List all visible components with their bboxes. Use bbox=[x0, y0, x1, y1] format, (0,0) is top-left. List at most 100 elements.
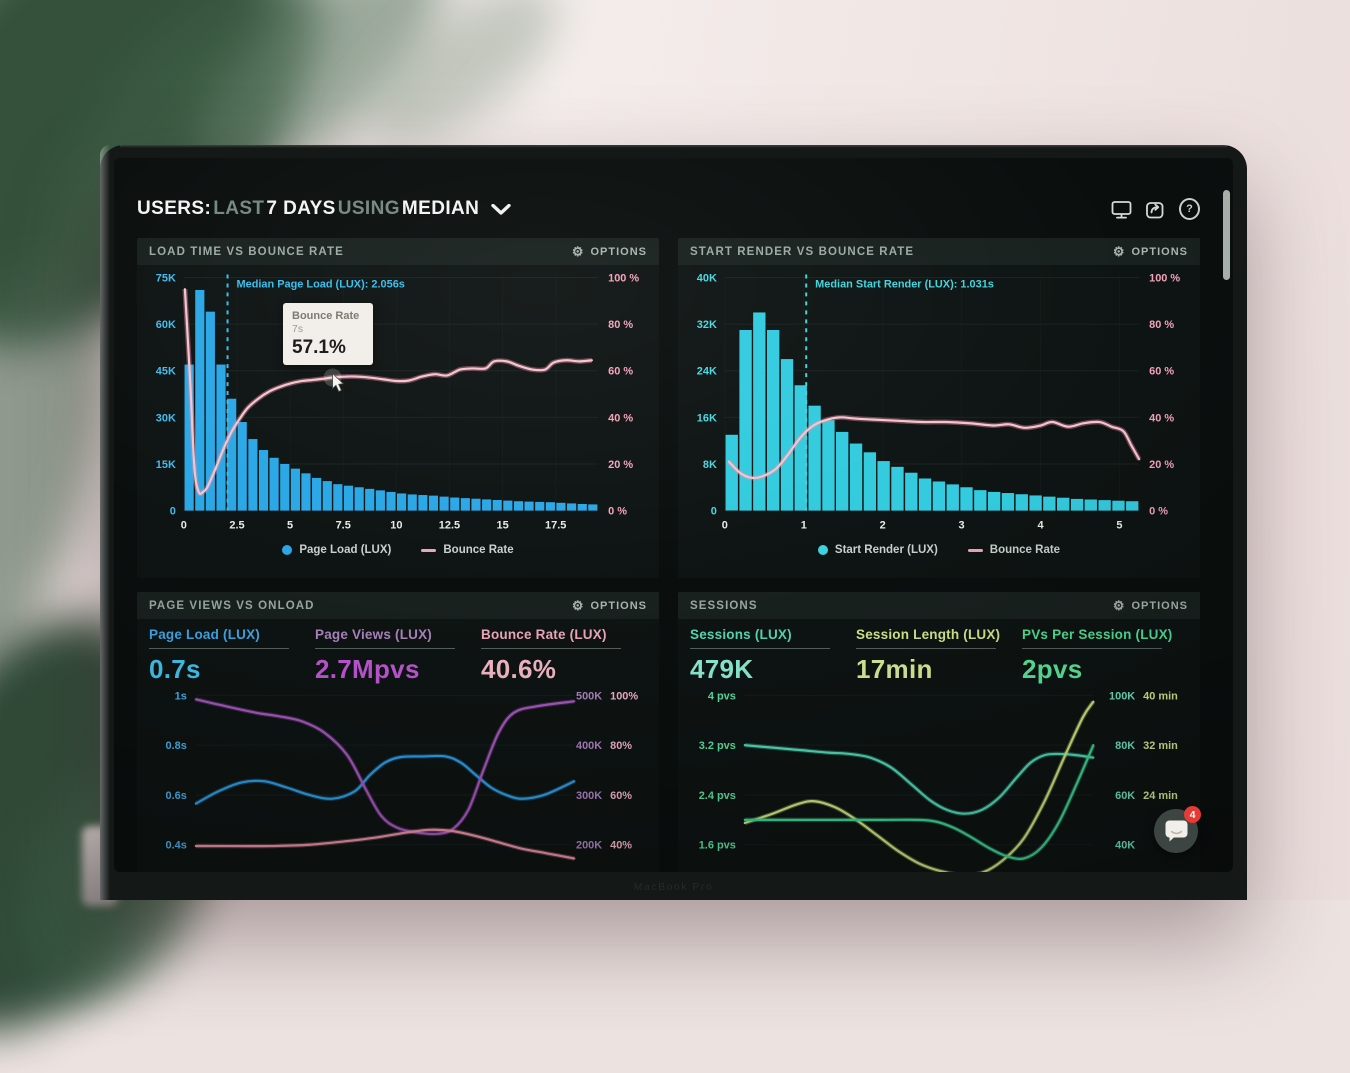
svg-text:3.2 pvs: 3.2 pvs bbox=[699, 740, 736, 752]
svg-text:4 pvs: 4 pvs bbox=[708, 691, 736, 703]
legend-label: Start Render (LUX) bbox=[835, 544, 938, 556]
legend-label: Bounce Rate bbox=[443, 544, 513, 556]
svg-text:2.5: 2.5 bbox=[229, 520, 244, 532]
svg-text:32K: 32K bbox=[697, 319, 717, 331]
svg-text:2: 2 bbox=[880, 520, 886, 532]
svg-text:80K: 80K bbox=[1115, 740, 1135, 752]
svg-text:40 min: 40 min bbox=[1143, 691, 1178, 703]
panel-title: SESSIONS bbox=[690, 600, 758, 612]
metric-value: 479K bbox=[690, 656, 856, 683]
svg-text:8K: 8K bbox=[703, 459, 717, 471]
svg-text:Median Start Render (LUX): 1.0: Median Start Render (LUX): 1.031s bbox=[815, 278, 994, 290]
metric-value: 40.6% bbox=[481, 656, 647, 683]
svg-text:1: 1 bbox=[801, 520, 807, 532]
svg-text:40 %: 40 % bbox=[608, 412, 633, 424]
svg-text:0: 0 bbox=[170, 506, 176, 518]
svg-text:60%: 60% bbox=[610, 790, 632, 802]
metric-underline bbox=[856, 648, 996, 649]
panel-page-views-header: PAGE VIEWS VS ONLOAD ⚙ OPTIONS bbox=[137, 592, 659, 619]
svg-text:100%: 100% bbox=[610, 691, 638, 703]
svg-text:15: 15 bbox=[496, 520, 508, 532]
page-views-metrics: Page Load (LUX) 0.7s Page Views (LUX) 2.… bbox=[137, 619, 659, 683]
svg-text:15K: 15K bbox=[156, 459, 176, 471]
panel-title: START RENDER VS BOUNCE RATE bbox=[690, 246, 914, 258]
svg-text:75K: 75K bbox=[156, 272, 176, 284]
metric-value: 2.7Mpvs bbox=[315, 656, 481, 683]
chat-button[interactable]: 4 bbox=[1154, 809, 1198, 853]
options-label: OPTIONS bbox=[1131, 600, 1188, 612]
legend-item[interactable]: Bounce Rate bbox=[968, 544, 1060, 556]
svg-text:17.5: 17.5 bbox=[545, 520, 566, 532]
header-icons: ? bbox=[1111, 199, 1200, 220]
svg-text:400K: 400K bbox=[576, 740, 602, 752]
display-icon[interactable] bbox=[1111, 199, 1132, 220]
options-button[interactable]: ⚙ OPTIONS bbox=[1113, 599, 1188, 612]
legend-line-swatch bbox=[968, 549, 983, 552]
svg-text:Median Page Load (LUX): 2.056s: Median Page Load (LUX): 2.056s bbox=[237, 278, 405, 290]
gear-icon: ⚙ bbox=[572, 245, 585, 258]
help-glyph: ? bbox=[1179, 198, 1200, 220]
svg-text:80 %: 80 % bbox=[1149, 319, 1174, 331]
svg-text:200K: 200K bbox=[576, 840, 602, 852]
options-button[interactable]: ⚙ OPTIONS bbox=[572, 599, 647, 612]
svg-text:7.5: 7.5 bbox=[336, 520, 351, 532]
legend-item[interactable]: Bounce Rate bbox=[421, 544, 513, 556]
gear-icon: ⚙ bbox=[1113, 599, 1126, 612]
metric-label: Session Length (LUX) bbox=[856, 627, 1022, 642]
chevron-down-icon bbox=[491, 204, 511, 215]
legend-item[interactable]: Start Render (LUX) bbox=[818, 544, 938, 556]
metric-underline bbox=[481, 648, 621, 649]
svg-text:0: 0 bbox=[722, 520, 728, 532]
svg-text:0.8s: 0.8s bbox=[166, 740, 187, 752]
sessions-metrics: Sessions (LUX) 479K Session Length (LUX)… bbox=[678, 619, 1200, 683]
metric-underline bbox=[690, 648, 830, 649]
metric-pvs-per-session: PVs Per Session (LUX) 2pvs bbox=[1022, 627, 1188, 683]
options-label: OPTIONS bbox=[1131, 246, 1188, 258]
legend-item[interactable]: Page Load (LUX) bbox=[282, 544, 391, 556]
svg-text:0.4s: 0.4s bbox=[166, 840, 187, 852]
panel-load-time-header: LOAD TIME VS BOUNCE RATE ⚙ OPTIONS bbox=[137, 238, 659, 265]
svg-text:45K: 45K bbox=[156, 366, 176, 378]
legend-label: Bounce Rate bbox=[990, 544, 1060, 556]
svg-text:5: 5 bbox=[287, 520, 293, 532]
panel-title: LOAD TIME VS BOUNCE RATE bbox=[149, 246, 344, 258]
metric-bounce-rate: Bounce Rate (LUX) 40.6% bbox=[481, 627, 647, 683]
legend-label: Page Load (LUX) bbox=[299, 544, 391, 556]
metric-session-length: Session Length (LUX) 17min bbox=[856, 627, 1022, 683]
metric-underline bbox=[315, 648, 455, 649]
panel-title: PAGE VIEWS VS ONLOAD bbox=[149, 600, 315, 612]
options-label: OPTIONS bbox=[590, 600, 647, 612]
options-button[interactable]: ⚙ OPTIONS bbox=[1113, 245, 1188, 258]
laptop-brand-text: MacBook Pro bbox=[100, 881, 1247, 893]
svg-text:60 %: 60 % bbox=[608, 366, 633, 378]
metric-value: 17min bbox=[856, 656, 1022, 683]
svg-text:12.5: 12.5 bbox=[439, 520, 460, 532]
svg-text:80%: 80% bbox=[610, 740, 632, 752]
svg-text:60 %: 60 % bbox=[1149, 366, 1174, 378]
svg-text:20 %: 20 % bbox=[1149, 459, 1174, 471]
svg-text:500K: 500K bbox=[576, 691, 602, 703]
help-icon[interactable]: ? bbox=[1179, 199, 1200, 220]
svg-text:30K: 30K bbox=[156, 412, 176, 424]
share-icon[interactable] bbox=[1145, 199, 1166, 220]
scrollbar-thumb[interactable] bbox=[1223, 190, 1230, 280]
svg-text:0 %: 0 % bbox=[608, 506, 627, 518]
svg-text:100 %: 100 % bbox=[1149, 272, 1180, 284]
options-button[interactable]: ⚙ OPTIONS bbox=[572, 245, 647, 258]
svg-text:0.6s: 0.6s bbox=[166, 790, 187, 802]
metric-label: Sessions (LUX) bbox=[690, 627, 856, 642]
metric-underline bbox=[149, 648, 289, 649]
legend-dot-swatch bbox=[282, 545, 292, 555]
svg-text:0: 0 bbox=[711, 506, 717, 518]
svg-text:0 %: 0 % bbox=[1149, 506, 1168, 518]
